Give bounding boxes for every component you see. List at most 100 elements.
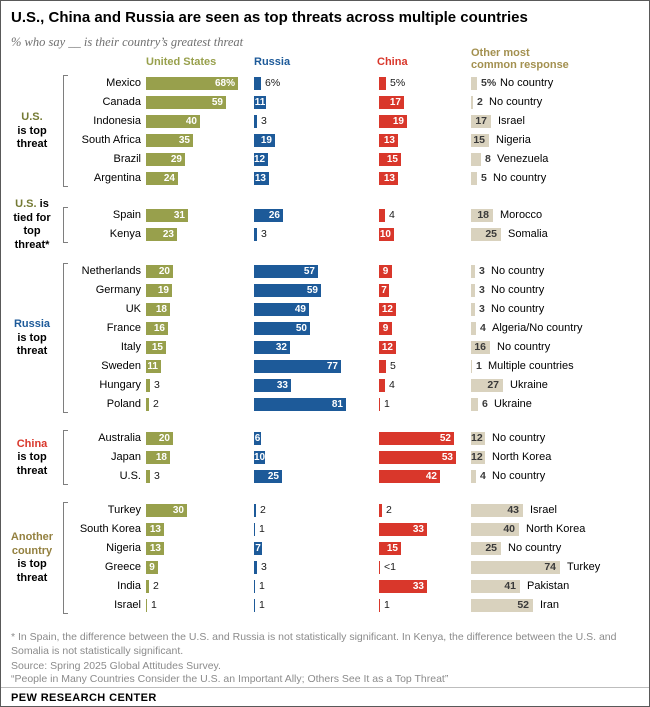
country-label-italy: Italy [120,341,141,353]
value-other-poland: 6 [482,398,488,410]
value-china-u-s: 42 [425,471,437,482]
country-label-spain: Spain [112,209,141,221]
cell-china-italy: 12 [379,341,559,354]
value-china-sweden: 5 [390,360,396,372]
bar-other-sweden [471,360,472,373]
group-russia-top-threat: Russia is top threat Netherlands 20 57 9 3 No co… [1,262,649,414]
cell-russia-kenya: 3 [254,228,434,241]
value-china-uk: 12 [381,304,393,315]
cell-other-kenya: 25 Somalia [471,228,649,241]
column-header-other-line1: Other most [471,47,530,59]
bar-us-france [146,322,168,335]
group-label-russia-top-threat: Russia is top threat [3,318,61,359]
value-us-hungary: 3 [154,379,160,391]
cell-russia-italy: 32 [254,341,434,354]
bar-other-italy [471,341,490,354]
bar-us-italy [146,341,166,354]
cell-russia-nigeria: 7 [254,542,434,555]
cell-us-south-africa: 35 [146,134,326,147]
country-label-sweden: Sweden [101,360,141,372]
value-russia-italy: 32 [275,342,287,353]
row-indonesia: Indonesia 40 3 19 17 Israel [1,112,649,131]
value-china-kenya: 10 [379,229,391,240]
cell-china-india: 33 [379,580,559,593]
cell-us-germany: 19 [146,284,326,297]
cell-other-argentina: 5 No country [471,172,649,185]
country-label-israel: Israel [114,599,141,611]
bar-other-south-africa [471,134,489,147]
cell-us-japan: 18 [146,451,326,464]
row-canada: Canada 59 11 17 2 No country [1,93,649,112]
group-label-text: is top [17,558,47,570]
cell-us-mexico: 68% [146,77,326,90]
group-label-text: country [11,544,53,557]
value-china-france: 9 [382,323,389,334]
row-south-africa: South Africa 35 19 13 15 Nigeria [1,131,649,150]
bar-china-indonesia [379,115,407,128]
cell-other-indonesia: 17 Israel [471,115,649,128]
bar-us-netherlands [146,265,173,278]
value-russia-south-korea: 1 [259,523,265,535]
row-mexico: Mexico 68% 6% 5% 5% No country [1,74,649,93]
group-label-text: threat [16,464,48,477]
value-russia-south-africa: 19 [260,135,272,146]
group-label-text: top [23,225,41,237]
value-us-greece: 9 [149,562,155,573]
bar-other-argentina [471,172,477,185]
response-other-spain: Morocco [500,209,543,221]
cell-other-poland: 6 Ukraine [471,398,649,411]
cell-china-south-africa: 13 [379,134,559,147]
cell-china-japan: 53 [379,451,559,464]
bar-us-canada [146,96,226,109]
value-other-netherlands: 3 [479,265,485,277]
value-us-turkey: 30 [172,505,184,516]
cell-russia-turkey: 2 [254,504,434,517]
row-turkey: Turkey 30 2 2 43 Israel [1,501,649,520]
cell-us-sweden: 11 [146,360,326,373]
value-us-argentina: 24 [163,173,175,184]
bar-russia-italy [254,341,290,354]
group-label-line: country [3,545,61,559]
value-russia-australia: 6 [254,433,261,444]
response-other-germany: No country [491,284,545,296]
response-other-netherlands: No country [491,265,545,277]
value-other-south-africa: 15 [473,134,485,146]
value-china-brazil: 15 [386,154,398,165]
value-russia-poland: 81 [331,399,343,410]
response-other-kenya: Somalia [508,228,548,240]
cell-us-israel: 1 [146,599,326,612]
row-australia: Australia 20 6 52 12 No country [1,429,649,448]
bar-china-israel [379,599,380,612]
group-label-line: tied for [3,212,61,226]
bar-other-poland [471,398,478,411]
value-china-south-africa: 13 [383,135,395,146]
value-china-canada: 17 [389,97,401,108]
value-russia-u-s: 25 [267,471,279,482]
country-label-australia: Australia [98,432,141,444]
group-label-text: threat* [14,238,50,251]
column-header-other-line2: common response [471,59,569,71]
bar-us-kenya [146,228,177,241]
value-us-israel: 1 [151,599,157,611]
value-us-france: 16 [153,323,165,334]
response-other-australia: No country [492,432,546,444]
value-china-hungary: 4 [389,379,395,391]
country-label-netherlands: Netherlands [81,265,141,277]
cell-other-uk: 3 No country [471,303,649,316]
group-label-line: is top [3,124,61,138]
response-other-brazil: Venezuela [497,153,549,165]
cell-russia-brazil: 12 [254,153,434,166]
value-china-spain: 4 [389,209,395,221]
response-other-mexico: No country [500,77,554,89]
bar-russia-poland [254,398,346,411]
value-china-south-korea: 33 [412,524,424,535]
bar-us-mexico [146,77,238,90]
cell-us-nigeria: 13 [146,542,326,555]
row-u-s: U.S. 3 25 42 4 No country [1,467,649,486]
group-label-text: is top [17,450,47,463]
value-other-uk: 3 [479,303,485,315]
value-china-mexico: 5% [390,77,406,89]
cell-other-hungary: 27 Ukraine [471,379,649,392]
group-label-line: threat [3,345,61,359]
value-us-germany: 19 [157,285,169,296]
